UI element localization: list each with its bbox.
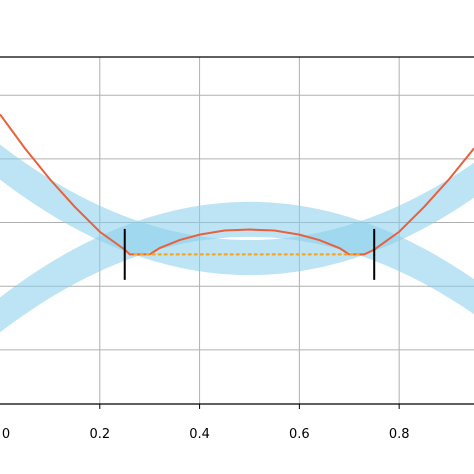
x-tick-label-3: 0.6 — [289, 427, 310, 442]
markers — [123, 228, 376, 280]
x-tick-label-4: 0.8 — [389, 427, 410, 442]
band-1 — [0, 201, 474, 333]
bands — [0, 144, 474, 333]
series-lines — [0, 113, 474, 256]
solid-line-0 — [0, 113, 474, 256]
axes — [0, 56, 474, 405]
x-tick-label-1: 0.2 — [89, 427, 110, 442]
x-tick-label-2: 0.4 — [189, 427, 210, 442]
x-ticks: 0 0.2 0.4 0.6 0.8 — [2, 404, 410, 442]
x-tick-label-0: 0 — [2, 427, 10, 442]
